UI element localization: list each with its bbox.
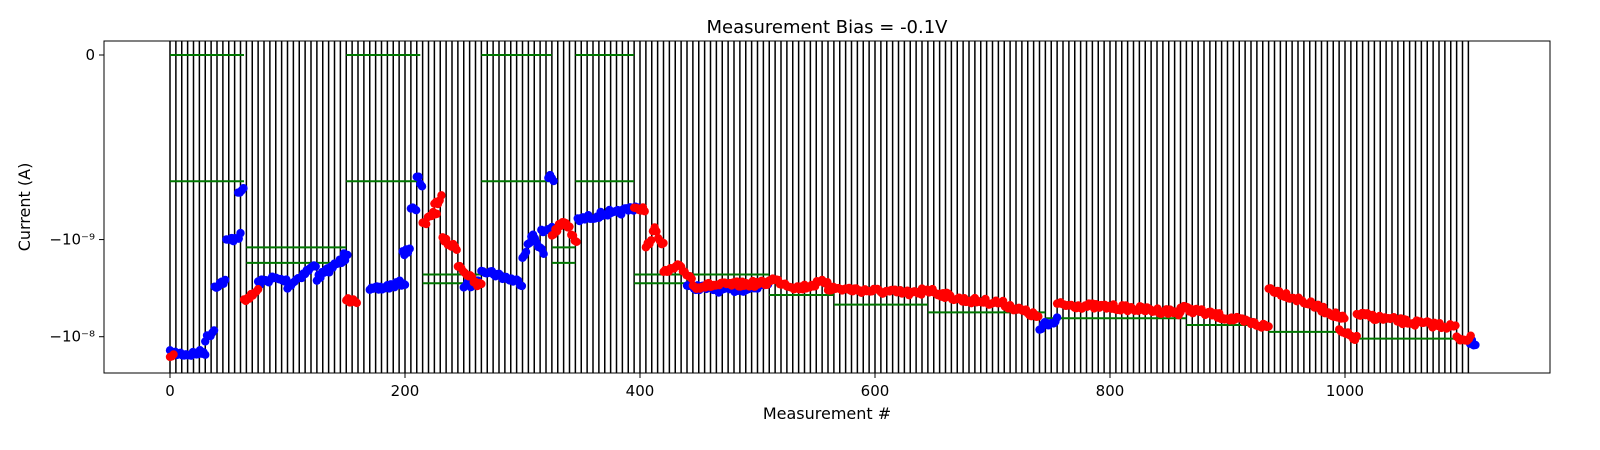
data-point	[253, 285, 263, 294]
data-point	[209, 326, 219, 335]
data-point	[221, 275, 230, 285]
data-point	[452, 245, 461, 254]
x-tick-label: 400	[626, 382, 655, 400]
plot-frame	[103, 40, 1551, 374]
data-point	[1340, 314, 1349, 323]
y-axis: 0 −10⁻⁹ −10⁻⁸	[49, 46, 104, 346]
data-point	[1466, 331, 1475, 340]
data-point	[477, 279, 486, 289]
data-point	[823, 278, 832, 287]
vertical-lines	[169, 41, 1470, 373]
x-axis: 0 200 400 600 800 1000	[165, 373, 1364, 400]
data-point	[549, 176, 558, 186]
data-point	[400, 280, 410, 289]
data-point	[1352, 331, 1361, 341]
data-point	[572, 237, 581, 246]
data-point	[565, 222, 574, 231]
x-tick-label: 0	[165, 382, 175, 400]
data-point	[432, 209, 441, 219]
data-point	[414, 172, 423, 181]
y-tick-label: −10⁻⁹	[49, 231, 95, 249]
y-tick-label: 0	[85, 46, 95, 64]
data-point	[652, 227, 661, 236]
data-point	[239, 184, 248, 193]
data-point	[421, 219, 431, 229]
y-tick-label: −10⁻⁸	[49, 328, 95, 346]
data-point	[343, 250, 352, 260]
x-axis-label: Measurement #	[763, 404, 891, 423]
x-tick-label: 200	[391, 382, 420, 400]
x-tick-label: 600	[861, 382, 890, 400]
data-point	[521, 247, 531, 257]
data-point	[405, 244, 414, 253]
data-point	[640, 207, 649, 216]
data-point	[311, 262, 320, 271]
data-point	[1052, 313, 1062, 322]
data-point	[201, 350, 210, 359]
data-point	[1451, 321, 1460, 330]
data-point	[417, 182, 427, 191]
y-axis-label: Current (A)	[15, 163, 34, 252]
chart-title: Measurement Bias = -0.1V	[706, 17, 948, 38]
data-point	[539, 249, 548, 259]
data-point	[411, 205, 421, 215]
data-point	[1264, 322, 1273, 331]
data-point	[236, 228, 245, 238]
data-point	[687, 274, 696, 283]
data-point	[646, 236, 656, 245]
data-point	[517, 281, 527, 291]
data-point	[169, 350, 178, 359]
data-point	[1471, 340, 1480, 350]
data-point	[659, 238, 668, 248]
data-points	[165, 170, 1480, 362]
x-tick-label: 1000	[1326, 382, 1364, 400]
x-tick-label: 800	[1096, 382, 1125, 400]
data-point	[352, 298, 362, 308]
data-point	[1034, 312, 1043, 321]
data-point	[437, 191, 446, 200]
